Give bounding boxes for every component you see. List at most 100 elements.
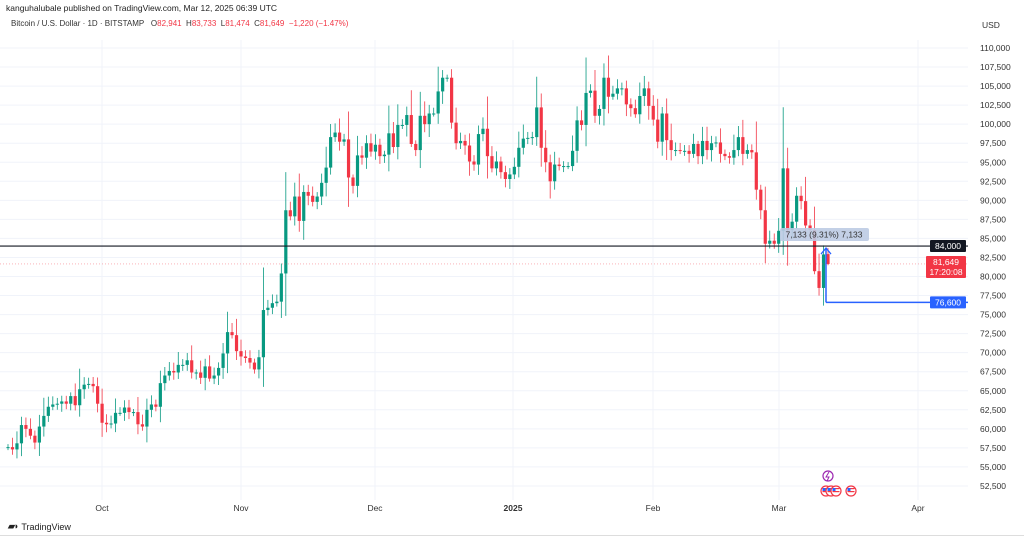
candle-body: [378, 144, 382, 157]
candle-body: [69, 396, 73, 404]
candle: [64, 395, 68, 410]
candle-body: [15, 443, 19, 450]
candle-body: [772, 240, 776, 244]
candle: [96, 377, 100, 413]
candle-body: [768, 240, 772, 244]
candle-body: [633, 108, 637, 115]
candle-body: [311, 195, 315, 202]
y-tick-label: 107,500: [980, 62, 1011, 72]
candle-body: [620, 88, 624, 90]
candle-body: [181, 364, 185, 366]
candle-body: [535, 107, 539, 138]
publisher-line: kanguhalubale published on TradingView.c…: [6, 3, 278, 13]
level-price-tag: [930, 240, 966, 253]
candle: [436, 66, 440, 124]
currency-label[interactable]: USD: [982, 20, 1000, 30]
candle-body: [24, 425, 28, 429]
candle-body: [208, 366, 212, 379]
candle-body: [705, 140, 709, 151]
candle-body: [566, 166, 570, 168]
candle: [37, 414, 41, 456]
candle-body: [723, 153, 727, 157]
candle: [266, 299, 270, 316]
candle: [378, 138, 382, 164]
y-tick-label: 105,000: [980, 81, 1011, 91]
candle: [212, 367, 216, 385]
candle: [656, 98, 660, 149]
candle: [346, 111, 351, 207]
candle-body: [185, 360, 189, 365]
candle: [73, 383, 77, 411]
candle-body: [530, 137, 534, 139]
candle: [297, 173, 301, 232]
candle-body: [669, 140, 673, 151]
x-tick-label: Apr: [911, 503, 924, 513]
candle: [369, 133, 373, 157]
candle-body: [6, 447, 10, 449]
candle: [320, 173, 324, 206]
candle-body: [597, 108, 602, 116]
candle: [575, 106, 579, 163]
candle: [270, 294, 274, 315]
candle: [799, 186, 803, 210]
candle: [485, 96, 490, 179]
candle: [530, 131, 534, 145]
candles: [6, 55, 830, 459]
candle: [42, 397, 46, 437]
candle: [786, 147, 790, 266]
candle-body: [28, 428, 33, 436]
candle-body: [167, 370, 171, 376]
y-tick-label: 82,500: [980, 252, 1006, 262]
level-price-label: 84,000: [935, 241, 961, 251]
candle-body: [674, 150, 678, 152]
footer-divider: [0, 535, 1024, 536]
candle-body: [73, 396, 77, 406]
flag-stripe: [832, 488, 840, 490]
candle: [113, 398, 118, 433]
candle-body: [217, 367, 221, 376]
flag-canton: [827, 488, 831, 491]
candle-body: [60, 401, 64, 404]
candle: [239, 339, 243, 366]
lightning-event-icon: [822, 470, 834, 482]
candle: [817, 253, 821, 296]
candle: [445, 74, 449, 82]
candle-body: [288, 210, 292, 217]
candle-body: [700, 140, 705, 157]
y-tick-label: 80,000: [980, 272, 1006, 282]
candle-body: [732, 150, 736, 158]
candle: [315, 192, 319, 210]
candle-body: [42, 415, 46, 427]
candle: [535, 76, 539, 146]
candle: [337, 118, 342, 151]
symbol-legend: Bitcoin / U.S. Dollar · 1D · BITSTAMP O8…: [11, 19, 348, 28]
candle-body: [476, 134, 481, 165]
y-tick-label: 62,500: [980, 405, 1006, 415]
candle: [544, 130, 548, 173]
candle: [149, 395, 153, 418]
us-flag-event-icon: [845, 485, 857, 497]
candle: [512, 157, 516, 180]
x-tick-label: Nov: [233, 503, 249, 513]
candle: [145, 398, 149, 443]
candle-body: [799, 195, 803, 202]
tradingview-logo[interactable]: ▰◗ TradingView: [8, 521, 71, 532]
candle-body: [812, 230, 817, 272]
candle-body: [629, 104, 633, 109]
candle: [252, 358, 257, 374]
candle: [91, 376, 95, 393]
candle: [633, 99, 637, 118]
candle-body: [638, 95, 642, 115]
candle-body: [342, 139, 346, 142]
candle: [450, 69, 454, 129]
change-value: −1,220 (−1.47%): [288, 19, 349, 28]
candle-body: [423, 115, 427, 125]
y-tick-label: 87,500: [980, 214, 1006, 224]
candle: [517, 131, 521, 178]
candle: [458, 132, 463, 149]
time-axis: Oct Nov Dec 2025 Feb Mar Apr: [95, 503, 924, 513]
candle-body: [678, 150, 682, 152]
candle: [136, 396, 140, 435]
candle-body: [351, 177, 355, 186]
